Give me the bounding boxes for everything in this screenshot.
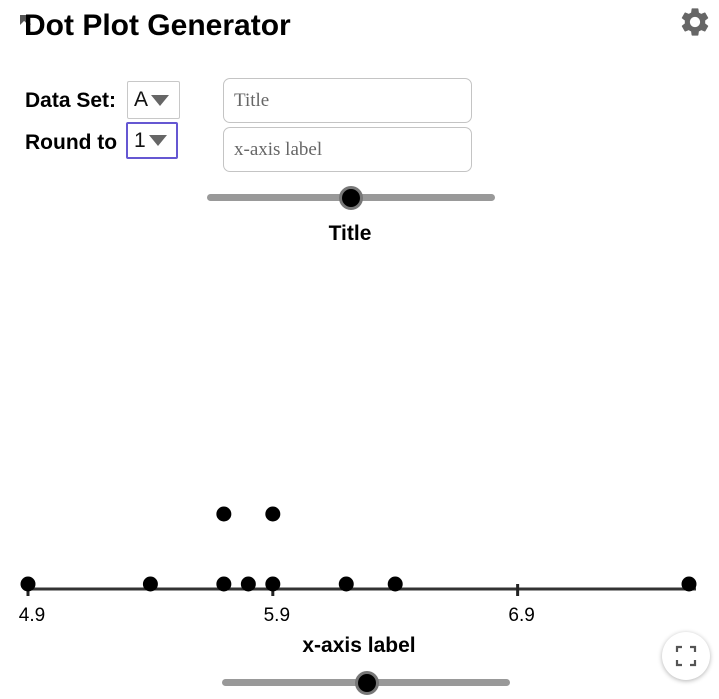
data-point (216, 506, 232, 522)
dataset-value: A (134, 88, 149, 111)
plot-title: Title (328, 222, 372, 245)
app-title: Dot Plot Generator (24, 9, 291, 42)
x-axis-tick-label: 5.9 (264, 605, 290, 626)
gear-icon[interactable] (678, 5, 712, 39)
data-point (265, 576, 281, 592)
undo-arrow-icon[interactable] (18, 13, 32, 27)
x-axis-tick-label: 4.9 (19, 605, 45, 626)
data-point (240, 576, 256, 592)
dataset-dropdown[interactable]: A (127, 81, 180, 119)
dataset-label: Data Set: (25, 89, 117, 112)
data-point (20, 576, 36, 592)
x-axis-label: x-axis label (302, 634, 416, 657)
chevron-down-icon (148, 135, 167, 146)
fullscreen-icon (675, 645, 697, 667)
x-axis-tick-label: 6.9 (508, 605, 534, 626)
round-label: Round to (25, 131, 118, 154)
data-point (265, 506, 281, 522)
data-point (387, 576, 403, 592)
data-point (216, 576, 232, 592)
round-value: 1 (134, 128, 146, 152)
data-point (338, 576, 354, 592)
data-point (142, 576, 158, 592)
title-position-slider-handle[interactable] (339, 186, 363, 210)
data-point (681, 576, 697, 592)
fullscreen-button[interactable] (662, 632, 710, 680)
xaxis-label-input[interactable] (223, 127, 472, 172)
chevron-down-icon (151, 94, 170, 106)
round-dropdown[interactable]: 1 (126, 122, 178, 159)
title-input[interactable] (223, 78, 472, 123)
xaxis-label-slider-handle[interactable] (355, 671, 379, 695)
